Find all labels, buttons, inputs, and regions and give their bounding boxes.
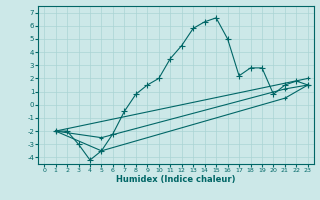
X-axis label: Humidex (Indice chaleur): Humidex (Indice chaleur) bbox=[116, 175, 236, 184]
